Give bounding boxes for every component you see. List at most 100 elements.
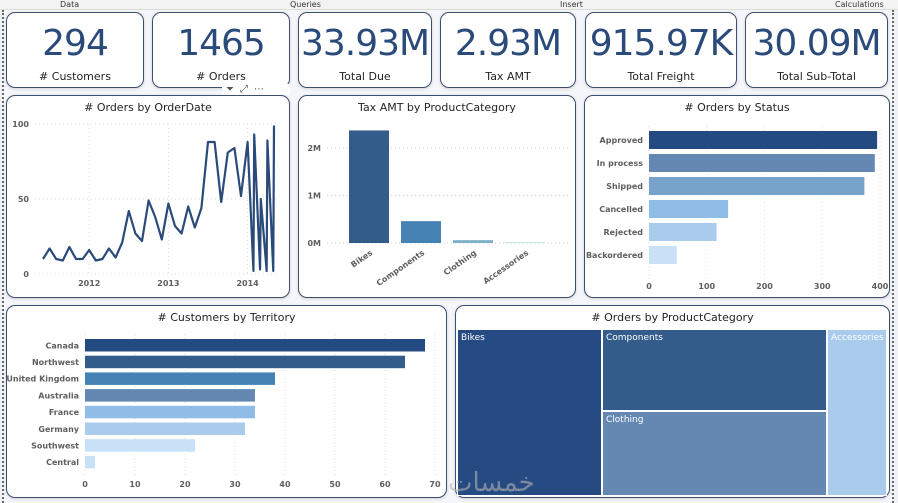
x-tick-label: 100 (698, 282, 715, 291)
x-tick-label: 40 (279, 480, 291, 489)
kpi-value: 33.93M (300, 23, 430, 64)
kpi-value: 1465 (177, 23, 266, 64)
y-tick-label: France (49, 408, 80, 417)
visual-header: ⏷ ⤢ ⋯ (222, 84, 290, 95)
kpi-card[interactable]: 33.93M Total Due (298, 12, 432, 88)
orders-by-date-chart[interactable]: # Orders by OrderDate 0 50 100 2012 2013 2014 (6, 95, 290, 298)
kpi-label: Total Due (339, 70, 391, 83)
x-tick-label: 300 (814, 282, 831, 291)
tax-by-category-chart[interactable]: Tax AMT by ProductCategory 0M 1M 2M Bikes Co… (298, 95, 576, 298)
y-tick-label: 50 (18, 195, 30, 204)
y-tick-label: 1M (307, 192, 321, 201)
y-tick-label: Approved (600, 136, 644, 145)
y-tick-label: Germany (38, 425, 79, 434)
y-tick-label: Cancelled (599, 205, 643, 214)
treemap-tile-bikes[interactable]: Bikes (457, 329, 602, 496)
y-tick-label: Backordered (586, 251, 643, 260)
ribbon-group-insert[interactable]: Insert (560, 0, 583, 9)
ribbon-group-queries[interactable]: Queries (290, 0, 321, 9)
kpi-card[interactable]: 294 # Customers (6, 12, 144, 88)
bar-bikes (349, 130, 389, 243)
kpi-value: 30.09M (752, 23, 881, 64)
x-tick-label: 200 (756, 282, 773, 291)
y-tick-label: Central (46, 458, 79, 467)
x-tick-label: 0 (82, 480, 88, 489)
bar-accessories (505, 242, 545, 243)
bar-cancelled (649, 200, 729, 218)
bar-australia (85, 389, 255, 402)
chart-title: # Orders by ProductCategory (591, 311, 754, 324)
more-options-icon[interactable]: ⋯ (254, 84, 264, 95)
y-tick-label: 2M (307, 144, 321, 153)
kpi-card[interactable]: 30.09M Total Sub-Total (745, 12, 888, 88)
x-tick-label: Clothing (442, 248, 478, 277)
y-tick-label: Rejected (604, 228, 644, 237)
bar-central (85, 455, 95, 469)
bar-approved (649, 131, 878, 149)
ribbon: Data Queries Insert Calculations (0, 0, 898, 10)
y-tick-label: 0M (307, 239, 321, 248)
chart-title: # Orders by OrderDate (84, 101, 212, 114)
chart-title: # Orders by Status (684, 101, 790, 114)
kpi-label: Total Sub-Total (777, 70, 856, 83)
treemap-tile-components[interactable]: Components (602, 329, 827, 411)
kpi-card[interactable]: 1465 # Orders (152, 12, 290, 88)
x-tick-label: 400 (872, 282, 889, 291)
focus-mode-icon[interactable]: ⤢ (240, 84, 248, 95)
bar-germany (85, 422, 245, 435)
y-tick-label: Australia (38, 391, 79, 400)
bar-united-kingdom (85, 372, 275, 385)
ribbon-group-data[interactable]: Data (60, 0, 80, 9)
y-tick-label: Canada (46, 341, 80, 350)
bar-components (401, 221, 441, 243)
x-tick-label: 50 (329, 480, 341, 489)
x-tick-label: 70 (429, 480, 441, 489)
x-tick-label: 2013 (157, 279, 179, 288)
bar-backordered (649, 246, 677, 264)
x-tick-label: 0 (646, 282, 652, 291)
treemap-tile-accessories[interactable]: Accessories (827, 329, 887, 496)
kpi-label: # Customers (39, 70, 111, 83)
bar-france (85, 405, 255, 419)
x-tick-label: Accessories (482, 248, 531, 286)
bar-in-process (649, 154, 875, 172)
kpi-value: 2.93M (454, 23, 562, 64)
y-tick-label: 0 (23, 270, 29, 279)
x-tick-label: Bikes (349, 248, 374, 269)
x-tick-label: 2012 (78, 279, 100, 288)
watermark: خمسات (448, 468, 535, 498)
orders-by-status-chart[interactable]: # Orders by Status 0 100 200 300 400 Approved… (584, 95, 890, 298)
treemap-tile-clothing[interactable]: Clothing (602, 411, 827, 496)
kpi-label: Total Freight (627, 70, 695, 83)
y-tick-label: Shipped (606, 182, 643, 191)
orders-line (42, 125, 276, 273)
x-tick-label: 60 (379, 480, 391, 489)
bar-southwest (85, 439, 195, 452)
bar-northwest (85, 355, 405, 369)
y-tick-label: United Kingdom (7, 375, 79, 384)
bar-shipped (649, 177, 865, 195)
kpi-value: 294 (42, 23, 109, 64)
kpi-label: # Orders (196, 70, 246, 83)
x-tick-label: 2014 (236, 279, 259, 288)
y-tick-label: In process (597, 159, 644, 168)
kpi-label: Tax AMT (485, 70, 531, 83)
bar-clothing (453, 240, 493, 243)
kpi-card[interactable]: 915.97K Total Freight (585, 12, 737, 88)
x-tick-label: 30 (229, 480, 241, 489)
chart-title: Tax AMT by ProductCategory (358, 101, 516, 114)
kpi-value: 915.97K (589, 23, 734, 64)
kpi-card[interactable]: 2.93M Tax AMT (440, 12, 576, 88)
bar-rejected (649, 223, 717, 241)
filter-icon[interactable]: ⏷ (226, 84, 234, 95)
y-tick-label: Southwest (31, 441, 79, 450)
customers-by-territory-chart[interactable]: # Customers by Territory 0 10 20 30 40 50 60 70… (6, 305, 447, 498)
orders-by-category-treemap[interactable]: # Orders by ProductCategory Bikes Compon… (455, 305, 890, 498)
y-tick-label: Northwest (32, 358, 79, 367)
bar-canada (85, 339, 425, 352)
x-tick-label: 10 (129, 480, 141, 489)
ribbon-group-calculations[interactable]: Calculations (835, 0, 884, 9)
x-tick-label: 20 (179, 480, 191, 489)
y-tick-label: 100 (12, 120, 29, 129)
chart-title: # Customers by Territory (157, 311, 296, 324)
